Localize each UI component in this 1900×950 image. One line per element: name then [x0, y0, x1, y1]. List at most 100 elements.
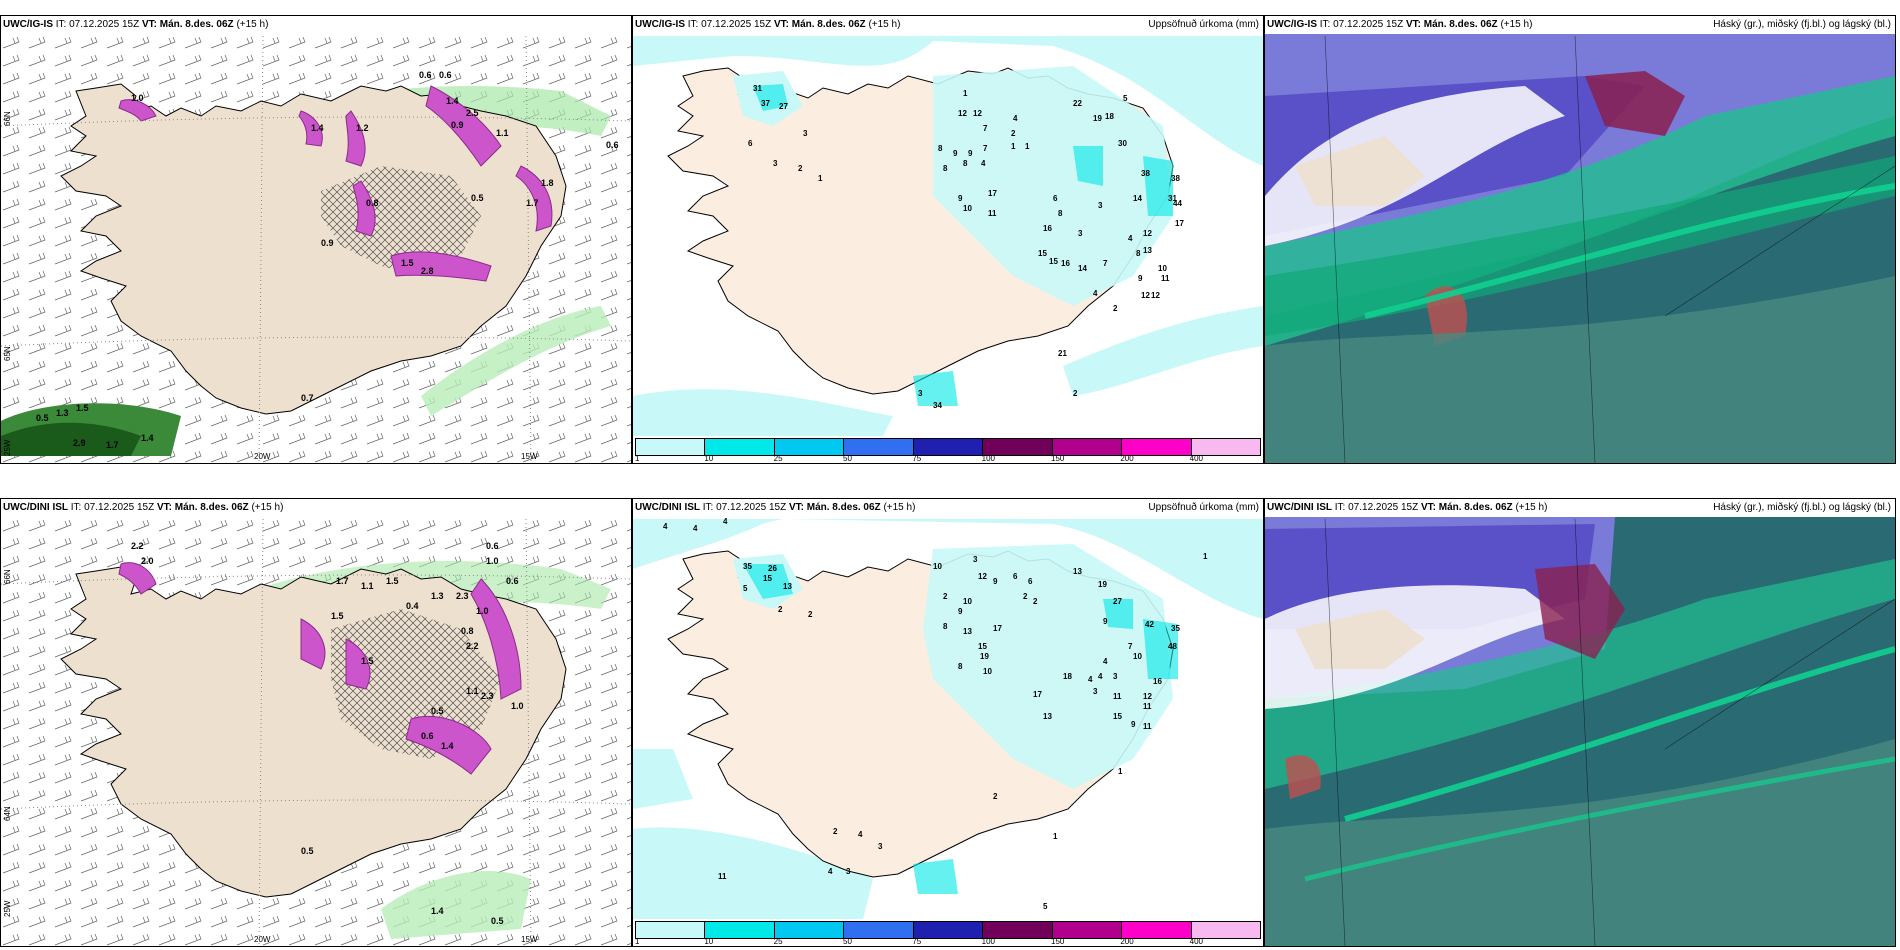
colorbar-tick: 10 — [704, 454, 714, 463]
svg-text:2.2: 2.2 — [466, 641, 479, 651]
panel-title: Háský (gr.), miðský (fj.bl.) og lágský (… — [1713, 502, 1891, 513]
colorbar-swatch — [705, 439, 775, 455]
svg-text:10: 10 — [963, 204, 972, 213]
svg-text:17: 17 — [993, 624, 1002, 633]
colorbar-swatch — [1122, 439, 1192, 455]
svg-text:12: 12 — [1143, 229, 1152, 238]
svg-text:2: 2 — [833, 827, 838, 836]
svg-text:1.3: 1.3 — [56, 408, 69, 418]
colorbar-swatch — [636, 922, 706, 938]
svg-text:1.4: 1.4 — [441, 741, 454, 751]
svg-text:13: 13 — [963, 627, 972, 636]
lon-label: 20W — [254, 935, 271, 944]
panel-bot-mid: UWC/DINI ISL IT: 07.12.2025 15Z VT: Mán.… — [632, 498, 1264, 947]
panel-top-left: UWC/IG-IS IT: 07.12.2025 15Z VT: Mán. 8.… — [0, 15, 632, 464]
svg-text:8: 8 — [1058, 209, 1063, 218]
svg-text:14: 14 — [1078, 264, 1087, 273]
svg-text:35: 35 — [1171, 624, 1180, 633]
svg-text:16: 16 — [1043, 224, 1052, 233]
svg-text:48: 48 — [1168, 642, 1177, 651]
svg-text:5: 5 — [743, 584, 748, 593]
svg-text:0.9: 0.9 — [321, 238, 334, 248]
svg-text:11: 11 — [718, 872, 727, 881]
svg-text:2: 2 — [808, 610, 813, 619]
panel-header: UWC/IG-IS IT: 07.12.2025 15Z VT: Mán. 8.… — [635, 19, 901, 30]
svg-text:0.5: 0.5 — [471, 193, 484, 203]
svg-text:6: 6 — [1028, 577, 1033, 586]
svg-text:0.9: 0.9 — [451, 120, 464, 130]
svg-text:2: 2 — [1011, 129, 1016, 138]
svg-text:26: 26 — [768, 564, 777, 573]
svg-text:2: 2 — [993, 792, 998, 801]
svg-text:17: 17 — [1175, 219, 1184, 228]
panel-title: Uppsöfnuð úrkoma (mm) — [1148, 19, 1259, 30]
colorbar-tick: 75 — [912, 937, 922, 946]
svg-text:8: 8 — [963, 159, 968, 168]
svg-text:2: 2 — [1073, 389, 1078, 398]
svg-text:15: 15 — [1049, 257, 1058, 266]
lat-label: 66N — [3, 111, 12, 126]
svg-text:4: 4 — [1093, 289, 1098, 298]
svg-text:1.4: 1.4 — [431, 906, 444, 916]
svg-text:27: 27 — [1113, 597, 1122, 606]
colorbar-swatch — [774, 439, 845, 455]
svg-text:2.8: 2.8 — [421, 266, 434, 276]
svg-text:1.5: 1.5 — [386, 576, 399, 586]
svg-text:12: 12 — [1143, 692, 1152, 701]
svg-text:35: 35 — [743, 562, 752, 571]
svg-text:10: 10 — [933, 562, 942, 571]
svg-text:0.6: 0.6 — [486, 541, 499, 551]
svg-text:1.5: 1.5 — [76, 403, 89, 413]
colorbar-swatch — [1191, 439, 1260, 455]
svg-text:3: 3 — [973, 555, 978, 564]
svg-text:3: 3 — [1098, 201, 1103, 210]
svg-text:9: 9 — [1131, 720, 1136, 729]
svg-text:1: 1 — [1118, 767, 1123, 776]
value-labels: 0.6 0.6 1.42.5 0.91.1 1.20.5 1.52.8 1.81.… — [36, 70, 619, 450]
colorbar-swatch — [1191, 922, 1260, 938]
svg-text:0.5: 0.5 — [491, 916, 504, 926]
svg-text:42: 42 — [1145, 620, 1154, 629]
svg-text:0.4: 0.4 — [406, 601, 419, 611]
value-labels: 2.2 2.0 0.6 1.0 1.7 1.1 1.5 1.3 2.3 1.0 0.4 1.… — [131, 541, 524, 926]
svg-text:1.5: 1.5 — [331, 611, 344, 621]
colorbar-swatch — [705, 922, 775, 938]
svg-text:1.4: 1.4 — [311, 123, 324, 133]
lat-label: 66N — [3, 569, 12, 584]
svg-text:0.5: 0.5 — [431, 706, 444, 716]
svg-text:1.1: 1.1 — [361, 581, 374, 591]
svg-text:0.5: 0.5 — [36, 413, 49, 423]
svg-text:2: 2 — [1023, 592, 1028, 601]
cloud-map — [1265, 34, 1895, 463]
svg-text:4: 4 — [693, 524, 698, 533]
svg-text:6: 6 — [1053, 194, 1058, 203]
svg-text:0.6: 0.6 — [506, 576, 519, 586]
svg-text:1.4: 1.4 — [446, 96, 459, 106]
svg-text:9: 9 — [953, 149, 958, 158]
lon-label: 25W — [3, 439, 12, 456]
svg-text:1: 1 — [818, 174, 823, 183]
svg-text:15: 15 — [1113, 712, 1122, 721]
colorbar-swatch — [844, 922, 914, 938]
panel-header: UWC/DINI ISL IT: 07.12.2025 15Z VT: Mán.… — [635, 502, 916, 513]
svg-text:19: 19 — [1093, 114, 1102, 123]
svg-text:6: 6 — [1013, 572, 1018, 581]
svg-text:1.1: 1.1 — [466, 686, 479, 696]
svg-text:7: 7 — [1128, 642, 1133, 651]
svg-text:2: 2 — [778, 605, 783, 614]
colorbar-tick: 100 — [981, 937, 996, 946]
svg-text:34: 34 — [933, 401, 942, 410]
svg-text:4: 4 — [1088, 675, 1093, 684]
colorbar-swatch — [1122, 922, 1192, 938]
svg-text:10: 10 — [963, 597, 972, 606]
svg-text:8: 8 — [943, 164, 948, 173]
svg-text:1: 1 — [963, 89, 968, 98]
svg-text:4: 4 — [723, 517, 728, 526]
svg-text:2: 2 — [1033, 597, 1038, 606]
panel-title: Háský (gr.), miðský (fj.bl.) og lágský (… — [1713, 19, 1891, 30]
svg-text:17: 17 — [988, 189, 997, 198]
colorbar-tick: 1 — [635, 937, 640, 946]
svg-text:4: 4 — [1103, 657, 1108, 666]
